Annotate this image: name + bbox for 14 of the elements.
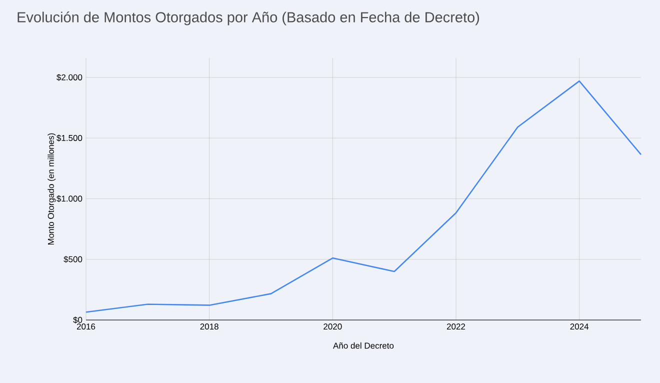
y-tick-label: $1.500 — [56, 134, 82, 142]
chart-title: Evolución de Montos Otorgados por Año (Basado en Fecha de Decreto) — [18, 12, 480, 26]
y-tick-label: $1.000 — [56, 195, 82, 202]
line-series — [85, 80, 642, 313]
y-axis-title: Monto Otorgado (en millones) — [48, 133, 56, 245]
y-tick-label: $500 — [64, 256, 82, 263]
x-tick-label: 2020 — [324, 324, 342, 330]
x-tick-label: 2024 — [570, 324, 589, 330]
x-axis-title: Año del Decreto — [333, 342, 394, 349]
y-tick-label: $2.000 — [56, 74, 82, 81]
x-tick-label: 2018 — [200, 324, 218, 330]
y-tick-label: $0 — [73, 316, 82, 324]
x-tick-label: 2022 — [446, 324, 466, 330]
x-tick-label: 2016 — [76, 324, 96, 330]
